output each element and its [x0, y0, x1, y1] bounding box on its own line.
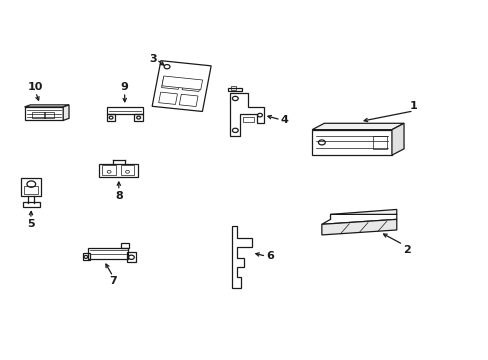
Text: 1: 1: [409, 101, 417, 111]
Polygon shape: [24, 107, 63, 121]
Text: 2: 2: [402, 244, 410, 255]
Text: 3: 3: [148, 54, 156, 64]
Polygon shape: [63, 105, 69, 121]
Bar: [182, 79, 201, 91]
Text: 5: 5: [27, 219, 35, 229]
Bar: [32, 112, 45, 118]
Bar: [162, 76, 202, 90]
Bar: [161, 77, 180, 89]
Text: 9: 9: [121, 82, 128, 92]
Text: 4: 4: [280, 115, 288, 125]
Polygon shape: [24, 105, 69, 107]
Bar: [372, 136, 386, 149]
Bar: [102, 166, 116, 175]
Bar: [159, 92, 177, 104]
Text: 6: 6: [265, 251, 274, 261]
Polygon shape: [321, 219, 396, 235]
Polygon shape: [391, 123, 403, 155]
Bar: [121, 243, 129, 248]
Bar: [179, 94, 198, 107]
Bar: [24, 186, 38, 194]
Text: 7: 7: [109, 276, 117, 287]
Bar: [243, 117, 253, 122]
Bar: [230, 86, 235, 90]
Polygon shape: [311, 123, 403, 130]
Polygon shape: [330, 210, 396, 219]
Bar: [152, 61, 211, 112]
Bar: [23, 202, 40, 207]
Polygon shape: [311, 130, 391, 155]
Polygon shape: [321, 215, 396, 224]
Bar: [44, 112, 53, 118]
Text: 8: 8: [115, 191, 122, 201]
Bar: [121, 166, 134, 175]
Text: 10: 10: [28, 82, 43, 92]
